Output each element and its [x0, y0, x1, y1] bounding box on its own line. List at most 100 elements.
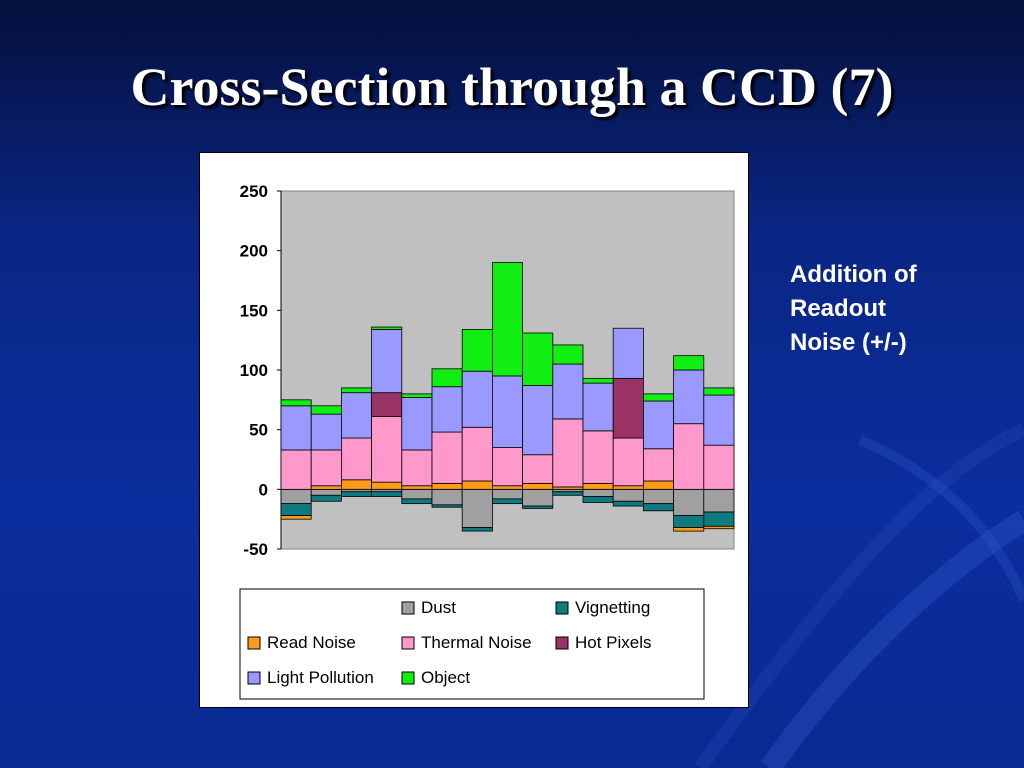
- bar-segment-object-5: [401, 393, 433, 398]
- legend-label-thermal-noise: Thermal Noise: [421, 633, 532, 652]
- bar-segment-light-pollution-9: [522, 385, 554, 456]
- legend-swatch-thermal-noise: [401, 636, 415, 650]
- bar-segment-dust-1: [280, 488, 312, 505]
- bar-segment-read-noise-2: [310, 485, 342, 490]
- bar-segment-read-noise-7: [461, 480, 493, 490]
- legend-label-vignetting: Vignetting: [575, 598, 650, 617]
- bar-segment-object-1: [280, 399, 312, 407]
- bar-segment-light-pollution-3: [340, 392, 372, 439]
- bar-segment-light-pollution-4: [371, 329, 403, 394]
- bar-segment-vignetting-4: [371, 491, 403, 497]
- bar-segment-vignetting-11: [582, 496, 614, 503]
- bar-segment-object-11: [582, 377, 614, 384]
- y-tick-label: 250: [240, 182, 268, 201]
- bar-segment-light-pollution-5: [401, 397, 433, 451]
- bar-segment-read-noise-15: [703, 525, 735, 530]
- legend-swatch-light-pollution: [247, 671, 261, 685]
- bar-segment-light-pollution-1: [280, 405, 312, 451]
- bar-segment-object-14: [673, 355, 705, 371]
- bar-segment-dust-14: [673, 488, 705, 516]
- bar-segment-dust-5: [401, 488, 433, 500]
- legend-box: [239, 588, 705, 700]
- bar-segment-read-noise-8: [491, 485, 523, 490]
- bar-segment-hot-pixels-12: [612, 377, 644, 439]
- legend-label-dust: Dust: [421, 598, 456, 617]
- bar-segment-light-pollution-11: [582, 382, 614, 432]
- bar-segment-light-pollution-8: [491, 375, 523, 448]
- legend-swatch-vignetting: [555, 601, 569, 615]
- bar-segment-object-7: [461, 329, 493, 372]
- bar-segment-thermal-noise-15: [703, 444, 735, 490]
- bar-segment-thermal-noise-9: [522, 454, 554, 484]
- bar-segment-vignetting-5: [401, 498, 433, 505]
- y-tick-label: -50: [243, 540, 268, 559]
- bar-segment-light-pollution-14: [673, 369, 705, 425]
- bar-segment-light-pollution-12: [612, 327, 644, 379]
- bar-segment-read-noise-13: [642, 480, 674, 490]
- bar-segment-vignetting-8: [491, 498, 523, 505]
- bar-segment-object-13: [642, 393, 674, 402]
- bar-segment-thermal-noise-2: [310, 449, 342, 487]
- bar-segment-object-15: [703, 387, 735, 396]
- legend-swatch-object: [401, 671, 415, 685]
- legend-label-hot-pixels: Hot Pixels: [575, 633, 652, 652]
- slide-title: Cross-Section through a CCD (7): [130, 57, 894, 117]
- y-tick-label: 200: [240, 242, 268, 261]
- bar-segment-thermal-noise-13: [642, 448, 674, 482]
- bar-segment-object-6: [431, 368, 463, 388]
- bar-segment-light-pollution-2: [310, 413, 342, 451]
- legend-swatch-dust: [401, 601, 415, 615]
- bar-segment-dust-12: [612, 488, 644, 502]
- bar-segment-thermal-noise-14: [673, 423, 705, 490]
- bar-segment-read-noise-1: [280, 515, 312, 520]
- bar-segment-vignetting-2: [310, 494, 342, 502]
- bar-segment-vignetting-10: [552, 491, 584, 496]
- legend-swatch-read-noise: [247, 636, 261, 650]
- bar-segment-vignetting-3: [340, 491, 372, 497]
- bar-segment-read-noise-5: [401, 485, 433, 490]
- bar-segment-vignetting-13: [642, 503, 674, 512]
- bar-segment-read-noise-14: [673, 527, 705, 532]
- bar-segment-thermal-noise-6: [431, 431, 463, 484]
- y-tick-label: 150: [240, 301, 268, 320]
- bar-segment-read-noise-4: [371, 481, 403, 490]
- bar-segment-read-noise-12: [612, 485, 644, 490]
- legend-label-object: Object: [421, 668, 470, 687]
- bar-segment-object-3: [340, 387, 372, 394]
- bar-segment-object-9: [522, 332, 554, 386]
- bar-segment-object-10: [552, 344, 584, 365]
- bar-segment-object-4: [371, 326, 403, 330]
- bar-segment-dust-13: [642, 488, 674, 505]
- y-tick-label: 50: [249, 421, 268, 440]
- y-tick-label: 100: [240, 361, 268, 380]
- bar-segment-hot-pixels-4: [371, 392, 403, 417]
- bar-segment-thermal-noise-10: [552, 418, 584, 488]
- bar-segment-dust-6: [431, 488, 463, 506]
- bar-segment-vignetting-12: [612, 500, 644, 507]
- bar-segment-dust-9: [522, 488, 554, 507]
- bar-segment-light-pollution-10: [552, 363, 584, 420]
- bar-segment-vignetting-14: [673, 515, 705, 528]
- bar-segment-object-8: [491, 262, 523, 377]
- stacked-bar-chart: 250 200 150 100 50 0 -50 Dust Vignetting Read Noi…: [239, 182, 735, 700]
- bar-segment-vignetting-15: [703, 511, 735, 527]
- bar-segment-light-pollution-13: [642, 400, 674, 450]
- bar-segment-thermal-noise-7: [461, 426, 493, 482]
- bar-segment-light-pollution-6: [431, 386, 463, 433]
- side-note: Addition of Readout Noise (+/-): [790, 261, 917, 356]
- y-tick-label: 0: [259, 480, 268, 499]
- bar-segment-light-pollution-15: [703, 394, 735, 446]
- bar-segment-read-noise-3: [340, 479, 372, 490]
- bar-segment-light-pollution-7: [461, 370, 493, 428]
- bar-segment-thermal-noise-4: [371, 416, 403, 483]
- bar-segment-read-noise-11: [582, 482, 614, 490]
- legend-label-light-pollution: Light Pollution: [267, 668, 374, 687]
- bar-segment-vignetting-7: [461, 527, 493, 532]
- bar-segment-thermal-noise-12: [612, 437, 644, 487]
- bar-segment-dust-15: [703, 488, 735, 513]
- bar-segment-vignetting-1: [280, 503, 312, 516]
- bar-segment-vignetting-9: [522, 505, 554, 509]
- legend-swatch-hot-pixels: [555, 636, 569, 650]
- legend-label-read-noise: Read Noise: [267, 633, 356, 652]
- bar-segment-dust-7: [461, 488, 493, 528]
